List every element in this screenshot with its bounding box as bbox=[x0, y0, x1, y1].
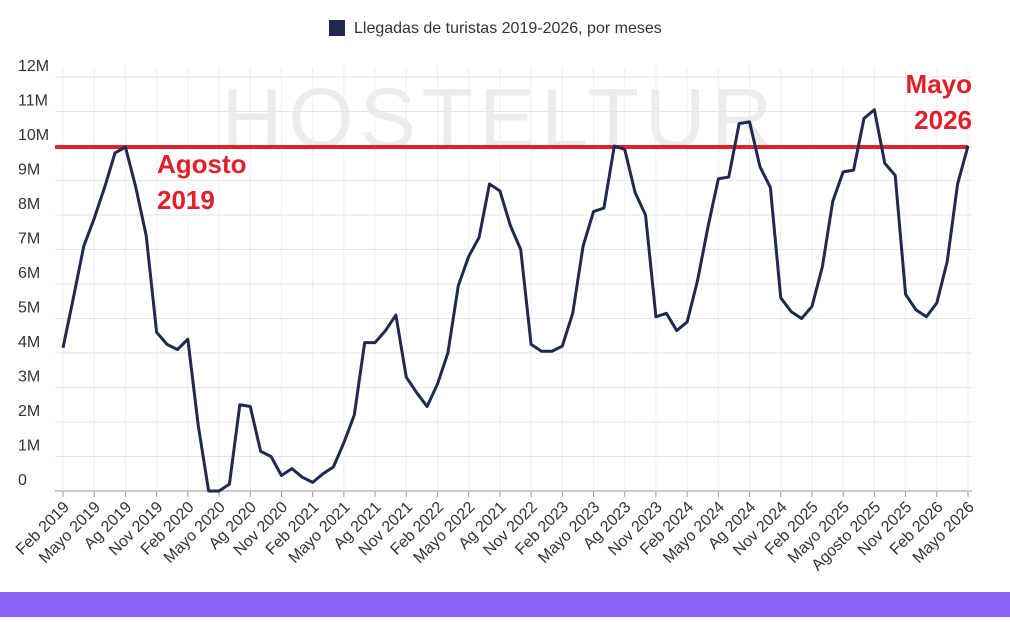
watermark: HOSTELTUR bbox=[222, 71, 778, 165]
y-tick-label: 2M bbox=[18, 403, 40, 420]
footer-bar bbox=[0, 592, 1010, 617]
y-tick-label: 11M bbox=[18, 93, 48, 110]
y-tick-label: 7M bbox=[18, 231, 40, 248]
y-tick-label: 6M bbox=[18, 265, 40, 282]
y-tick-label: 10M bbox=[18, 127, 49, 144]
y-tick-label: 12M bbox=[18, 58, 49, 75]
y-tick-label: 8M bbox=[18, 196, 40, 213]
y-tick-label: 0 bbox=[18, 472, 27, 489]
annotation-line: Agosto bbox=[157, 149, 247, 179]
y-tick-label: 9M bbox=[18, 162, 40, 179]
annotation: Agosto 2019 bbox=[157, 149, 247, 215]
y-tick-label: 1M bbox=[18, 438, 40, 455]
annotation-line: 2026 bbox=[914, 105, 972, 135]
legend-label: Llegadas de turistas 2019-2026, por mese… bbox=[354, 20, 662, 37]
y-tick-label: 4M bbox=[18, 334, 40, 351]
legend-swatch bbox=[329, 20, 345, 36]
y-tick-label: 5M bbox=[18, 300, 40, 317]
annotation-line: 2019 bbox=[157, 185, 215, 215]
y-tick-label: 3M bbox=[18, 369, 40, 386]
annotation: Mayo 2026 bbox=[906, 69, 972, 135]
series-line bbox=[61, 108, 970, 493]
annotation-line: Mayo bbox=[906, 69, 972, 99]
